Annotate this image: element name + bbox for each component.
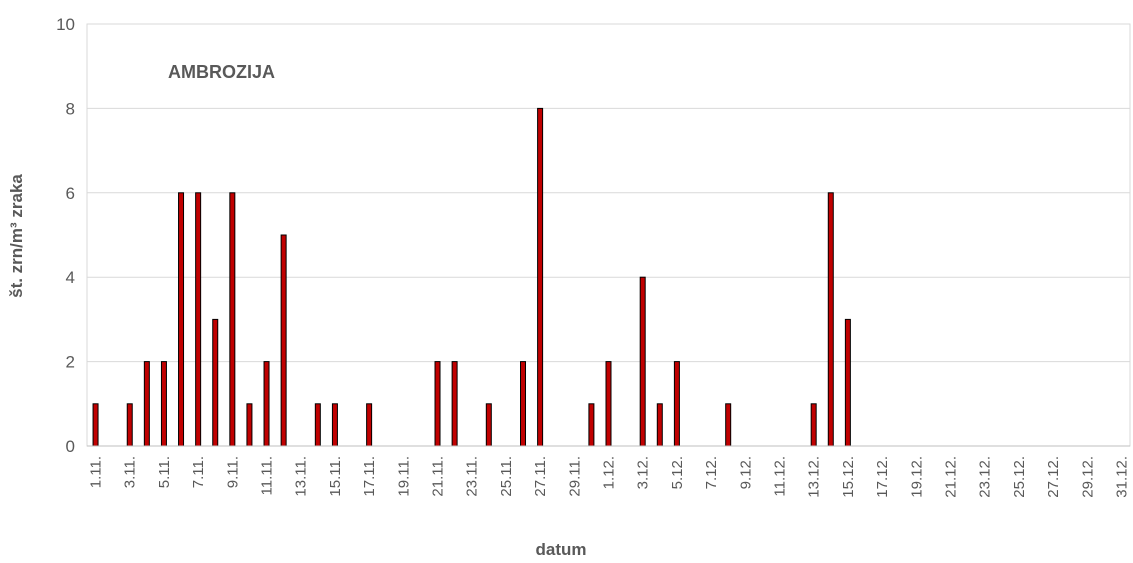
bar-27.11. bbox=[537, 107, 544, 447]
bar-15.12. bbox=[844, 318, 851, 447]
x-tick-label: 5.12. bbox=[669, 456, 686, 489]
x-tick-label: 13.12. bbox=[806, 456, 823, 498]
x-tick-label: 7.11. bbox=[190, 456, 207, 488]
bar-30.11. bbox=[588, 403, 595, 447]
bar-1.11. bbox=[92, 403, 99, 447]
x-axis-title: datum bbox=[536, 540, 587, 559]
plot-frame bbox=[86, 23, 1131, 447]
bar-24.11. bbox=[485, 403, 492, 447]
bar-13.12. bbox=[810, 403, 817, 447]
x-tick-label: 9.12. bbox=[737, 456, 754, 489]
x-tick-label: 15.12. bbox=[840, 456, 857, 498]
x-tick-label: 15.11. bbox=[327, 456, 344, 497]
x-tick-label: 7.12. bbox=[703, 456, 720, 489]
x-tick-label: 1.11. bbox=[88, 456, 105, 488]
bar-17.11. bbox=[366, 403, 373, 447]
bar-14.11. bbox=[314, 403, 321, 447]
x-tick-label: 31.12. bbox=[1113, 456, 1130, 498]
x-tick-label: 23.12. bbox=[977, 456, 994, 498]
x-tick-label: 13.11. bbox=[293, 456, 310, 497]
bar-22.11. bbox=[451, 361, 458, 447]
chart-annotation: AMBROZIJA bbox=[168, 62, 275, 82]
x-tick-label: 3.11. bbox=[122, 456, 139, 488]
x-tick-label: 27.11. bbox=[532, 456, 549, 497]
x-tick-label: 23.11. bbox=[464, 456, 481, 497]
bar-8.12. bbox=[725, 403, 732, 447]
x-tick-label: 5.11. bbox=[156, 456, 173, 488]
bar-15.11. bbox=[331, 403, 338, 447]
y-tick-label: 6 bbox=[66, 184, 75, 203]
y-tick-label: 10 bbox=[56, 15, 75, 34]
y-tick-label: 8 bbox=[66, 99, 75, 118]
x-tick-label: 29.12. bbox=[1079, 456, 1096, 498]
x-tick-label: 27.12. bbox=[1045, 456, 1062, 498]
bar-1.12. bbox=[605, 361, 612, 447]
bar-7.11. bbox=[195, 192, 202, 447]
y-axis-title: št. zrn/m³ zraka bbox=[7, 174, 26, 298]
bar-8.11. bbox=[212, 318, 219, 447]
x-tick-label: 19.12. bbox=[908, 456, 925, 498]
x-tick-label: 21.12. bbox=[942, 456, 959, 498]
bar-3.12. bbox=[639, 276, 646, 447]
x-tick-label: 29.11. bbox=[566, 456, 583, 497]
x-tick-label: 25.12. bbox=[1011, 456, 1028, 498]
bar-3.11. bbox=[126, 403, 133, 447]
x-tick-label: 3.12. bbox=[635, 456, 652, 489]
bar-5.12. bbox=[673, 361, 680, 447]
x-tick-label: 19.11. bbox=[395, 456, 412, 497]
x-tick-label: 17.12. bbox=[874, 456, 891, 498]
x-tick-label: 1.12. bbox=[601, 456, 618, 489]
x-tick-label: 21.11. bbox=[430, 456, 447, 497]
bar-12.11. bbox=[280, 234, 287, 447]
bar-26.11. bbox=[520, 361, 527, 447]
bar-6.11. bbox=[178, 192, 185, 447]
y-tick-label: 4 bbox=[66, 268, 75, 287]
bar-21.11. bbox=[434, 361, 441, 447]
bar-4.12. bbox=[656, 403, 663, 447]
bar-14.12. bbox=[827, 192, 834, 447]
x-tick-label: 9.11. bbox=[224, 456, 241, 488]
bar-11.11. bbox=[263, 361, 270, 447]
bar-5.11. bbox=[160, 361, 167, 447]
bar-10.11. bbox=[246, 403, 253, 447]
bar-9.11. bbox=[229, 192, 236, 447]
x-tick-labels: 1.11. 3.11. 5.11. 7.11. 9.11. 11.11. 13.11. 15.… bbox=[88, 456, 1131, 498]
x-tick-label: 11.12. bbox=[771, 456, 788, 497]
y-tick-labels: 0 2 4 6 8 10 bbox=[56, 15, 75, 456]
bar-4.11. bbox=[143, 361, 150, 447]
x-tick-label: 11.11. bbox=[259, 456, 276, 495]
x-tick-label: 17.11. bbox=[361, 456, 378, 497]
x-tick-label: 25.11. bbox=[498, 456, 515, 497]
y-tick-label: 2 bbox=[66, 353, 75, 372]
y-tick-label: 0 bbox=[66, 437, 75, 456]
